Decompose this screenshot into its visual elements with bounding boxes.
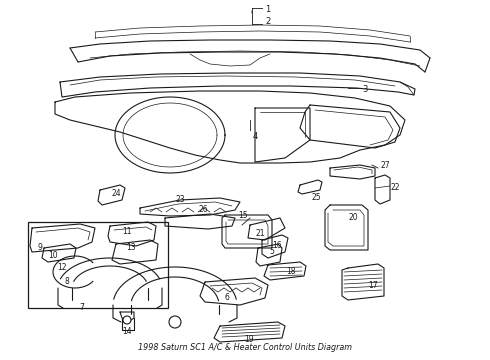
Text: 16: 16 (272, 240, 282, 249)
Polygon shape (28, 222, 168, 308)
Text: 13: 13 (126, 243, 136, 252)
Text: 20: 20 (348, 213, 358, 222)
Text: 7: 7 (79, 302, 84, 311)
Text: 18: 18 (286, 267, 296, 276)
Text: 21: 21 (255, 230, 265, 238)
Text: 24: 24 (111, 189, 121, 198)
Text: 17: 17 (368, 280, 378, 289)
Text: 1998 Saturn SC1 A/C & Heater Control Units Diagram: 1998 Saturn SC1 A/C & Heater Control Uni… (138, 343, 352, 352)
Text: 25: 25 (311, 193, 321, 202)
Text: 27: 27 (380, 161, 390, 170)
Text: 8: 8 (65, 278, 70, 287)
Text: 5: 5 (270, 248, 274, 256)
Text: 1: 1 (265, 4, 270, 13)
Text: 9: 9 (38, 243, 43, 252)
Text: 4: 4 (253, 132, 258, 141)
Text: 2: 2 (265, 18, 270, 27)
Text: 10: 10 (48, 251, 58, 260)
Text: 3: 3 (362, 85, 368, 94)
Text: 12: 12 (57, 264, 67, 273)
Text: 26: 26 (198, 206, 208, 215)
Circle shape (123, 316, 131, 324)
Text: 11: 11 (122, 228, 132, 237)
Circle shape (169, 316, 181, 328)
Text: 6: 6 (224, 293, 229, 302)
Text: 19: 19 (244, 336, 254, 345)
Text: 15: 15 (238, 211, 248, 220)
Text: 23: 23 (175, 195, 185, 204)
Text: 22: 22 (390, 184, 399, 193)
Text: 14: 14 (122, 328, 132, 337)
